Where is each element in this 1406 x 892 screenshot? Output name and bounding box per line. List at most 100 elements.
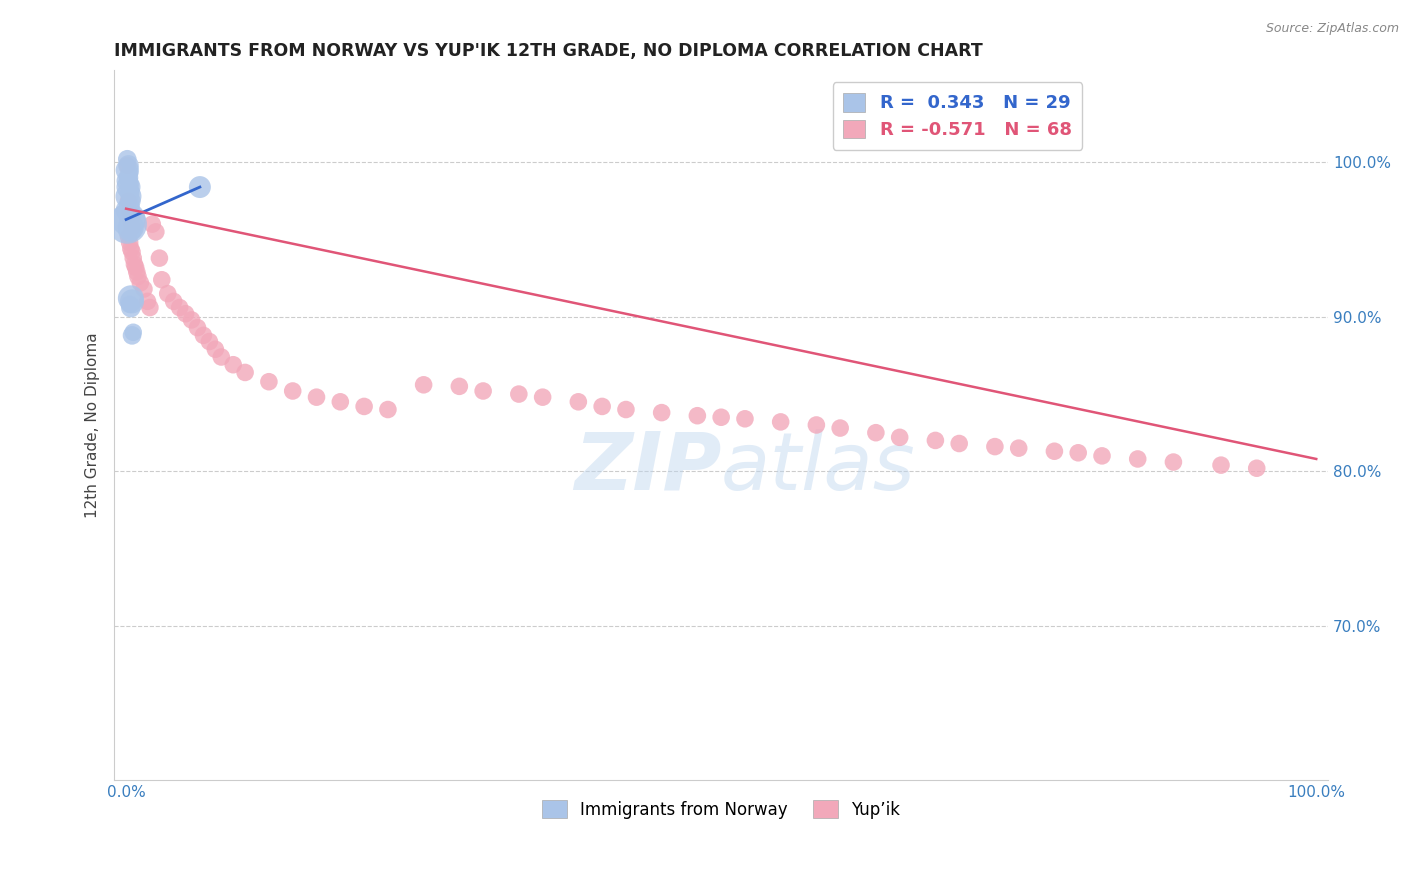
Point bbox=[118, 186, 141, 201]
Point bbox=[769, 415, 792, 429]
Point bbox=[186, 320, 208, 334]
Point bbox=[118, 297, 141, 311]
Point bbox=[329, 394, 352, 409]
Point bbox=[614, 402, 637, 417]
Point bbox=[472, 384, 495, 398]
Point bbox=[127, 269, 149, 284]
Point bbox=[118, 235, 141, 250]
Point bbox=[180, 313, 202, 327]
Point bbox=[531, 390, 554, 404]
Point bbox=[222, 358, 245, 372]
Text: ZIP: ZIP bbox=[574, 429, 721, 507]
Point bbox=[118, 193, 141, 207]
Point bbox=[353, 400, 375, 414]
Point bbox=[118, 177, 141, 191]
Legend: Immigrants from Norway, Yup’ik: Immigrants from Norway, Yup’ik bbox=[536, 794, 907, 825]
Point bbox=[117, 189, 139, 203]
Text: Source: ZipAtlas.com: Source: ZipAtlas.com bbox=[1265, 22, 1399, 36]
Point bbox=[117, 163, 139, 178]
Point bbox=[121, 328, 143, 343]
Point bbox=[117, 229, 139, 244]
Point bbox=[305, 390, 328, 404]
Point bbox=[924, 434, 946, 448]
Point bbox=[198, 334, 221, 349]
Point bbox=[508, 387, 530, 401]
Point bbox=[117, 170, 139, 185]
Point bbox=[124, 257, 146, 271]
Point bbox=[148, 251, 170, 265]
Point bbox=[163, 294, 186, 309]
Point bbox=[120, 214, 142, 228]
Point bbox=[651, 406, 673, 420]
Point bbox=[1163, 455, 1185, 469]
Point bbox=[1091, 449, 1114, 463]
Point bbox=[145, 225, 167, 239]
Point bbox=[132, 282, 155, 296]
Point bbox=[117, 217, 139, 231]
Point bbox=[830, 421, 852, 435]
Point bbox=[117, 180, 139, 194]
Point bbox=[117, 158, 139, 172]
Y-axis label: 12th Grade, No Diploma: 12th Grade, No Diploma bbox=[86, 332, 100, 517]
Point bbox=[118, 210, 141, 224]
Point bbox=[889, 430, 911, 444]
Point bbox=[118, 166, 141, 180]
Point bbox=[120, 301, 142, 315]
Point bbox=[122, 251, 145, 265]
Point bbox=[117, 197, 139, 211]
Point bbox=[117, 174, 139, 188]
Point bbox=[150, 273, 173, 287]
Point bbox=[118, 223, 141, 237]
Point bbox=[117, 203, 139, 218]
Point bbox=[136, 294, 159, 309]
Point bbox=[141, 217, 163, 231]
Point bbox=[1067, 446, 1090, 460]
Point bbox=[121, 220, 143, 235]
Point bbox=[734, 412, 756, 426]
Point bbox=[124, 260, 146, 275]
Point bbox=[125, 265, 148, 279]
Text: IMMIGRANTS FROM NORWAY VS YUP'IK 12TH GRADE, NO DIPLOMA CORRELATION CHART: IMMIGRANTS FROM NORWAY VS YUP'IK 12TH GR… bbox=[114, 42, 983, 60]
Point bbox=[139, 301, 162, 315]
Point bbox=[118, 200, 141, 214]
Point bbox=[1246, 461, 1268, 475]
Point bbox=[169, 301, 191, 315]
Point bbox=[984, 440, 1007, 454]
Point bbox=[257, 375, 280, 389]
Point bbox=[121, 244, 143, 259]
Point bbox=[156, 286, 179, 301]
Point bbox=[120, 183, 142, 197]
Point bbox=[174, 307, 197, 321]
Point bbox=[806, 417, 828, 432]
Point bbox=[209, 350, 232, 364]
Point bbox=[377, 402, 399, 417]
Text: atlas: atlas bbox=[721, 429, 915, 507]
Point bbox=[129, 276, 152, 290]
Point bbox=[948, 436, 970, 450]
Point bbox=[412, 377, 434, 392]
Point bbox=[117, 194, 139, 208]
Point bbox=[1126, 452, 1149, 467]
Point bbox=[686, 409, 709, 423]
Point bbox=[233, 366, 256, 380]
Point bbox=[591, 400, 613, 414]
Point bbox=[120, 194, 142, 208]
Point bbox=[117, 153, 139, 167]
Point bbox=[1209, 458, 1232, 472]
Point bbox=[1008, 441, 1031, 455]
Point bbox=[204, 343, 226, 357]
Point bbox=[710, 410, 733, 425]
Point bbox=[118, 204, 141, 219]
Point bbox=[121, 294, 143, 309]
Point bbox=[122, 326, 145, 340]
Point bbox=[120, 291, 142, 305]
Point bbox=[120, 242, 142, 256]
Point bbox=[281, 384, 304, 398]
Point bbox=[120, 220, 142, 235]
Point bbox=[117, 212, 139, 227]
Point bbox=[117, 206, 139, 220]
Point bbox=[117, 158, 139, 172]
Point bbox=[193, 328, 215, 343]
Point bbox=[449, 379, 471, 393]
Point bbox=[188, 180, 211, 194]
